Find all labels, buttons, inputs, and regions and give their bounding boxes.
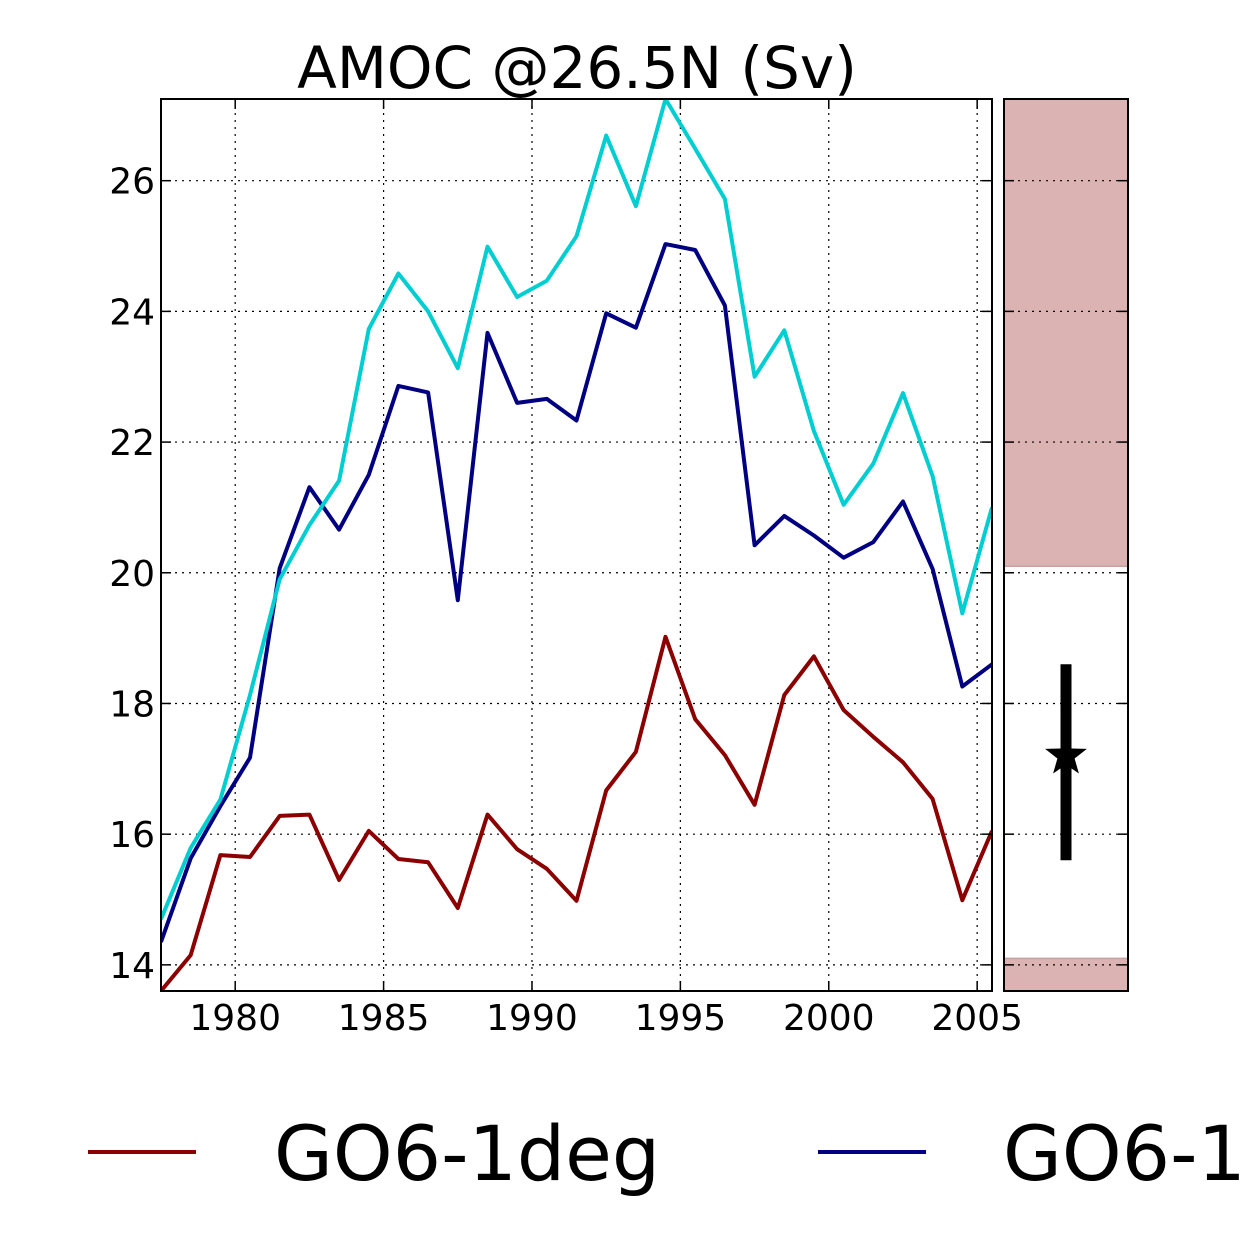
legend-label: GO6-1 [1003,1109,1240,1198]
x-tick-label: 2005 [931,998,1023,1039]
observation-star-marker [1045,733,1087,774]
y-tick-label: 24 [109,292,155,333]
x-tick-label: 1985 [338,998,430,1039]
y-tick-label: 26 [109,162,155,203]
x-tick-label: 1990 [486,998,578,1039]
y-tick-label: 18 [109,684,155,725]
x-tick-label: 1995 [635,998,727,1039]
shaded-range [1004,958,1128,991]
x-tick-label: 2000 [783,998,875,1039]
shaded-range [1004,99,1128,567]
series-line-3 [161,99,992,920]
y-tick-label: 22 [109,423,155,464]
legend: GO6-1deg GO6-1 [88,1109,1240,1198]
plot-frame [160,98,993,992]
side-panel [1003,98,1129,992]
y-tick-label: 20 [109,554,155,595]
chart-title: AMOC @26.5N (Sv) [297,34,857,102]
main-plot-area: 1980 1985 1990 1995 2000 2005 14 16 18 20 22 24 26 [109,98,1023,1039]
series-line-2 [161,242,992,943]
side-panel-frame [1003,98,1129,992]
y-tick-label: 16 [109,815,155,856]
y-tick-label: 14 [109,946,155,987]
x-tick-label: 1980 [189,998,281,1039]
series-line-1 [161,634,992,991]
legend-label: GO6-1deg [274,1109,660,1198]
